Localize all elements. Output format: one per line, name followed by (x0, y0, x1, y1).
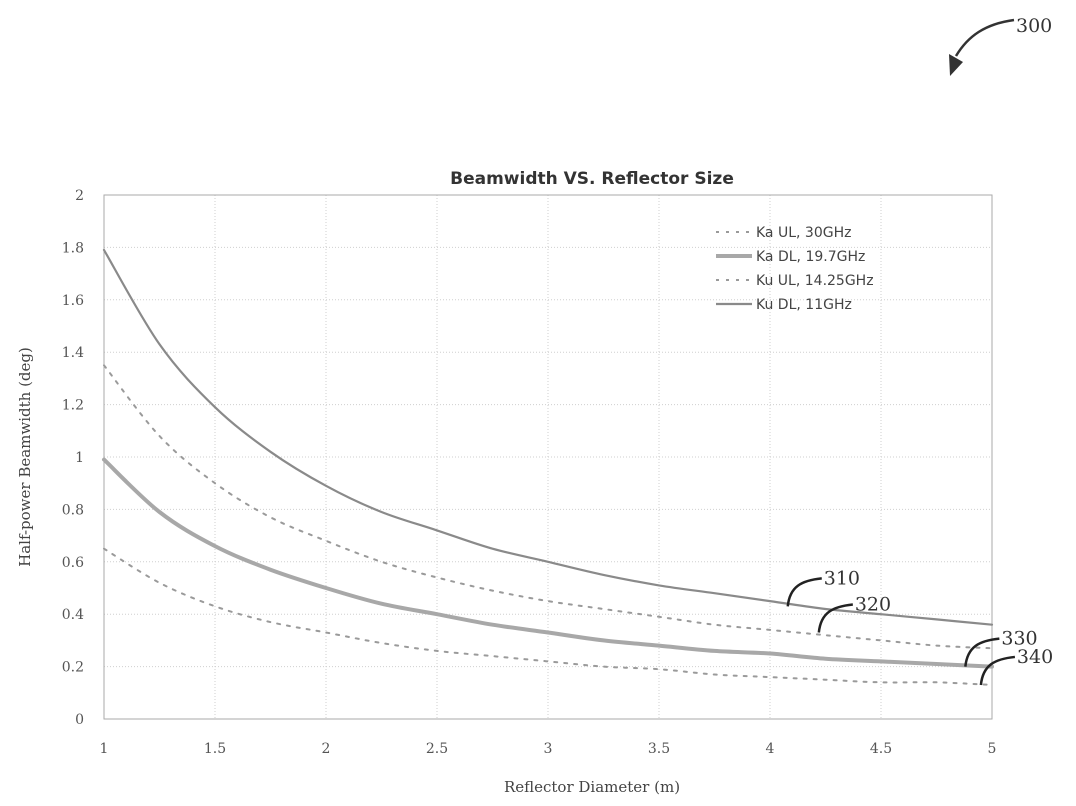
y-tick-label: 0.2 (62, 660, 84, 676)
legend-label: Ka DL, 19.7GHz (756, 249, 865, 265)
y-tick-label: 1.8 (62, 240, 84, 256)
reference-label: 330 (1001, 628, 1037, 650)
y-tick-label: 0.8 (62, 502, 84, 518)
figure-number: 300 (1016, 15, 1052, 37)
x-tick-label: 1.5 (204, 741, 226, 757)
x-tick-label: 3 (544, 741, 553, 757)
reference-leader (979, 655, 1016, 686)
reference-label: 320 (855, 594, 891, 616)
x-tick-label: 2 (322, 741, 331, 757)
x-tick-label: 1 (100, 741, 109, 757)
figure-label-300: 300 (949, 15, 1052, 76)
x-axis-label: Reflector Diameter (m) (504, 778, 680, 796)
y-tick-label: 0.6 (62, 555, 84, 571)
series-line-1 (102, 457, 994, 669)
y-tick-label: 2 (75, 188, 84, 204)
y-tick-label: 1.6 (62, 293, 84, 309)
x-tick-label: 2.5 (426, 741, 448, 757)
series-line-2 (103, 364, 993, 650)
plot-frame (103, 194, 993, 720)
x-tick-label: 4.5 (870, 741, 892, 757)
reference-label: 340 (1017, 646, 1053, 668)
x-tick-labels: 1 1.5 2 2.5 3 3.5 4 4.5 5 (100, 741, 997, 757)
x-tick-label: 4 (766, 741, 775, 757)
y-tick-label: 0.4 (62, 607, 84, 623)
x-tick-label: 3.5 (648, 741, 670, 757)
y-tick-label: 1.4 (62, 345, 84, 361)
legend: Ka UL, 30GHz Ka DL, 19.7GHz Ku UL, 14.25GH… (716, 225, 874, 313)
series-line-0 (103, 547, 993, 686)
chart-title: Beamwidth VS. Reflector Size (450, 169, 734, 189)
x-tick-label: 5 (988, 741, 997, 757)
y-tick-label: 1.2 (62, 398, 84, 414)
reference-leader (817, 603, 853, 633)
reference-leader (786, 577, 822, 607)
y-axis-label: Half-power Beamwidth (deg) (16, 347, 34, 567)
y-tick-labels: 0 0.2 0.4 0.6 0.8 1 1.2 1.4 1.6 1.8 2 (62, 188, 84, 728)
y-tick-label: 1 (75, 450, 84, 466)
legend-label: Ku DL, 11GHz (756, 297, 852, 313)
legend-label: Ku UL, 14.25GHz (756, 273, 874, 289)
reference-label: 310 (824, 567, 860, 589)
reference-leader (964, 637, 1000, 667)
legend-label: Ka UL, 30GHz (756, 225, 851, 241)
y-tick-label: 0 (75, 712, 84, 728)
